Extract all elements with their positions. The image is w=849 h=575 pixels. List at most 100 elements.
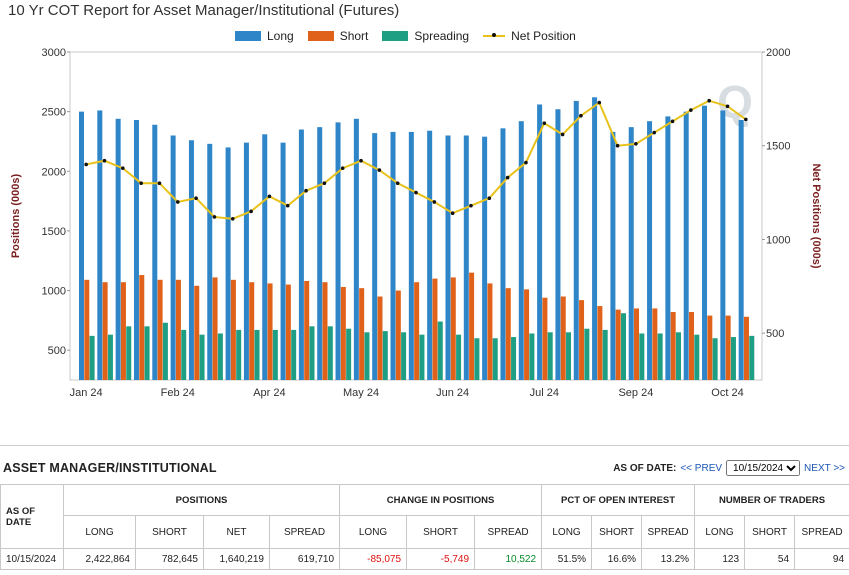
bar-long [555,109,561,380]
bar-long [537,104,543,380]
bar-short [267,283,273,380]
x-tick-label: Jun 24 [436,387,469,399]
bar-short [579,300,585,380]
cell-chg-long: -85,075 [339,548,408,570]
net-position-point [634,142,638,146]
y-left-tick-label: 1500 [42,226,66,238]
col-chg-spread: SPREAD [474,515,543,549]
net-position-point [121,166,125,171]
bar-short [304,281,310,380]
bar-spreading [566,332,572,380]
legend-label-spreading: Spreading [414,29,470,43]
net-position-point [432,200,437,204]
legend-item-net[interactable]: Net Position [483,29,576,43]
bar-short [139,275,145,380]
cell-tr-spread: 94 [794,548,849,570]
net-position-point [175,200,180,204]
bar-spreading [162,322,168,380]
bar-short [725,315,731,380]
traders-header: NUMBER OF TRADERS [694,484,849,516]
bar-spreading [382,331,388,380]
bar-long [665,116,671,380]
date-navigator: AS OF DATE: << PREV 10/15/2024 NEXT >> [613,460,845,476]
bar-short [707,315,713,380]
bar-long [79,111,84,381]
col-pct-long: LONG [541,515,593,549]
chart-legend: Long Short Spreading Net Position [235,29,576,43]
bar-spreading [437,321,443,380]
cot-table: AS OF DATE POSITIONS CHANGE IN POSITIONS… [0,484,849,570]
bar-spreading [89,335,95,380]
bar-spreading [291,329,297,380]
bar-short [120,282,126,380]
change-header: CHANGE IN POSITIONS [339,484,543,516]
bar-long [280,142,286,380]
legend-item-spreading[interactable]: Spreading [382,29,469,43]
bar-spreading [346,328,352,380]
bar-short [230,279,236,380]
bar-short [340,286,346,380]
net-position-point [652,130,657,135]
y-left-tick-label: 2500 [42,107,66,119]
bar-long [353,118,359,380]
col-net: NET [203,515,270,549]
bar-spreading [401,332,407,380]
legend-label-net: Net Position [511,29,576,43]
bar-long [372,133,378,380]
date-select[interactable]: 10/15/2024 [726,460,801,476]
as-of-label: AS OF DATE: [613,462,677,474]
pct-header: PCT OF OPEN INTEREST [541,484,696,516]
legend-item-short[interactable]: Short [307,29,368,43]
bar-long [170,135,176,380]
col-short: SHORT [135,515,204,549]
bar-short [414,282,420,380]
bar-spreading [529,333,535,380]
table-row: 10/15/2024 2,422,864 782,645 1,640,219 6… [0,548,849,570]
x-tick-label: Jan 24 [70,387,103,399]
legend-item-long[interactable]: Long [235,29,294,43]
col-pct-short: SHORT [591,515,643,549]
col-long: LONG [63,515,136,549]
cell-pos-net: 1,640,219 [203,548,270,570]
bar-spreading [327,326,333,380]
cell-date: 10/15/2024 [0,548,64,570]
col-tr-short: SHORT [744,515,796,549]
bar-short [377,296,383,380]
col-chg-short: SHORT [406,515,476,549]
cell-pos-long: 2,422,864 [63,548,136,570]
net-position-point [542,121,547,126]
cell-pct-spread: 13.2% [641,548,696,570]
bar-long [445,135,451,380]
bar-long [702,105,708,380]
legend-label-long: Long [267,29,294,43]
prev-link[interactable]: << PREV [680,462,723,474]
y-left-tick-label: 3000 [42,47,66,59]
bar-spreading [236,329,242,380]
y-right-tick-label: 500 [766,328,784,340]
bar-spreading [621,313,627,380]
x-tick-label: Sep 24 [618,387,653,399]
bar-short [505,288,511,380]
net-position-point [322,181,327,185]
col-spread: SPREAD [268,515,341,549]
bar-short [542,297,548,380]
x-tick-label: Apr 24 [253,387,285,399]
net-position-point [579,113,583,118]
bar-spreading [602,329,608,380]
bar-short [84,279,90,380]
bar-spreading [639,333,645,380]
bar-short [432,278,438,380]
net-position-point [157,181,162,185]
cell-tr-long: 123 [694,548,746,570]
bar-long [592,97,598,380]
net-position-point [377,168,382,172]
y-right-axis-title: Net Positions (000s) [810,163,822,268]
bar-long [207,143,213,380]
x-tick-label: Oct 24 [711,387,743,399]
bar-short [689,312,695,380]
bar-spreading [675,332,681,380]
cot-chart: 10 Yr COT Report for Asset Manager/Insti… [8,2,822,399]
net-position-point [707,98,711,103]
next-link[interactable]: NEXT >> [804,462,845,474]
bar-long [97,110,103,380]
